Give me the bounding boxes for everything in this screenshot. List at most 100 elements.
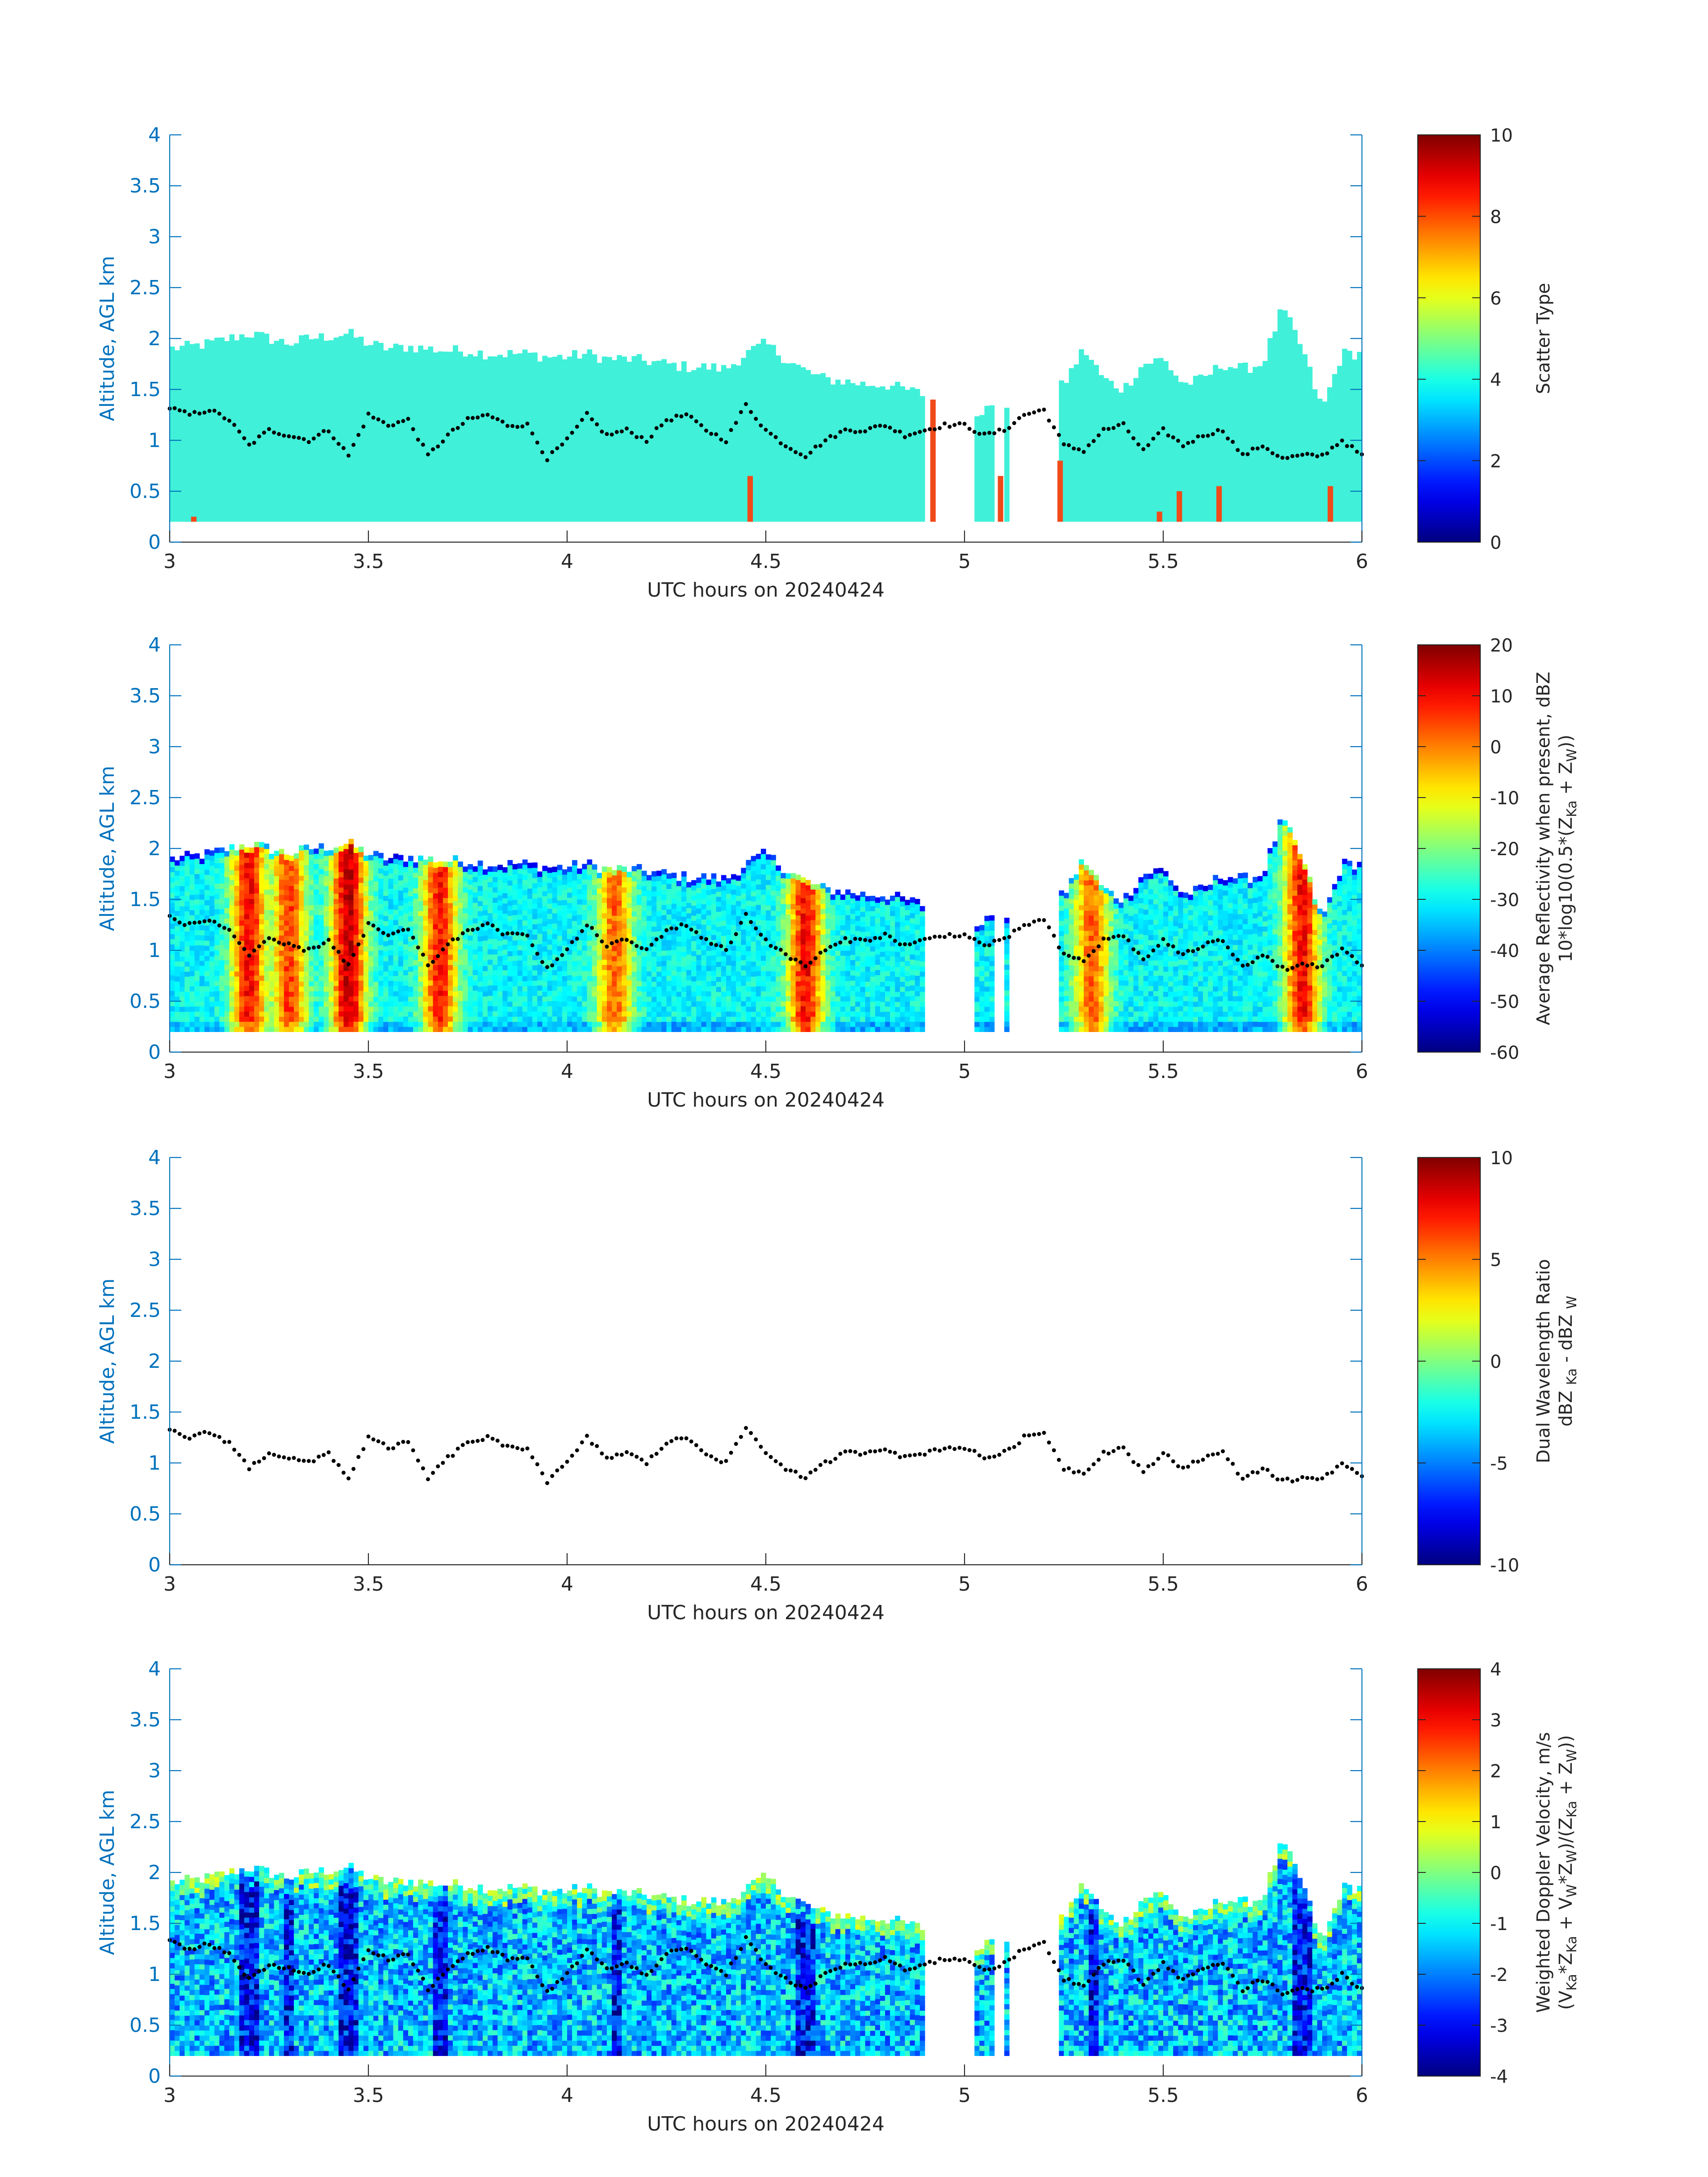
reflectivity-cell <box>776 1011 781 1017</box>
reflectivity-cell <box>776 921 781 927</box>
reflectivity-cell <box>507 925 513 931</box>
reflectivity-cell <box>587 1011 593 1017</box>
reflectivity-cell <box>175 880 180 886</box>
reflectivity-cell <box>552 918 558 924</box>
reflectivity-cell <box>403 913 409 919</box>
reflectivity-cell <box>766 950 771 956</box>
reflectivity-cell <box>751 1016 756 1022</box>
reflectivity-cell <box>601 949 607 955</box>
reflectivity-cell <box>269 869 275 875</box>
data-point <box>262 430 266 435</box>
reflectivity-cell <box>329 1021 334 1027</box>
reflectivity-cell <box>194 955 200 961</box>
data-point <box>555 446 560 451</box>
reflectivity-cell <box>438 907 443 914</box>
reflectivity-cell <box>338 965 344 970</box>
reflectivity-cell <box>358 990 364 996</box>
reflectivity-cell <box>348 920 354 926</box>
reflectivity-cell <box>800 903 806 909</box>
reflectivity-cell <box>175 1027 180 1032</box>
reflectivity-cell <box>373 876 379 882</box>
reflectivity-cell <box>806 930 811 936</box>
reflectivity-cell <box>671 1026 677 1032</box>
reflectivity-cell <box>318 894 324 900</box>
reflectivity-cell <box>676 941 682 947</box>
reflectivity-cell <box>259 914 264 919</box>
reflectivity-cell <box>806 885 811 890</box>
reflectivity-cell <box>209 1021 215 1027</box>
reflectivity-cell <box>209 860 215 866</box>
reflectivity-cell <box>488 1000 493 1007</box>
reflectivity-cell <box>781 934 786 940</box>
reflectivity-cell <box>184 1021 190 1027</box>
reflectivity-cell <box>443 959 448 965</box>
data-point <box>833 435 838 439</box>
reflectivity-cell <box>234 855 240 861</box>
reflectivity-cell <box>572 1011 577 1017</box>
reflectivity-cell <box>458 975 463 981</box>
reflectivity-cell <box>358 975 364 981</box>
reflectivity-cell <box>279 976 284 982</box>
reflectivity-cell <box>731 935 736 941</box>
reflectivity-cell <box>199 996 205 1002</box>
reflectivity-cell <box>522 956 528 961</box>
reflectivity-cell <box>482 965 488 971</box>
reflectivity-cell <box>423 925 429 931</box>
reflectivity-cell <box>189 925 195 931</box>
reflectivity-cell <box>463 959 468 965</box>
reflectivity-cell <box>522 1006 528 1012</box>
reflectivity-cell <box>289 986 294 992</box>
reflectivity-cell <box>686 897 692 903</box>
reflectivity-cell <box>631 1011 637 1017</box>
reflectivity-cell <box>820 944 826 950</box>
reflectivity-cell <box>776 996 781 1002</box>
reflectivity-cell <box>289 936 294 942</box>
reflectivity-cell <box>209 895 215 901</box>
reflectivity-cell <box>622 939 627 944</box>
reflectivity-cell <box>204 996 210 1002</box>
reflectivity-cell <box>348 976 354 982</box>
reflectivity-cell <box>726 950 731 956</box>
reflectivity-cell <box>810 976 816 982</box>
reflectivity-cell <box>830 1027 836 1032</box>
reflectivity-cell <box>577 935 582 940</box>
reflectivity-cell <box>488 969 493 975</box>
reflectivity-cell <box>502 985 508 991</box>
reflectivity-cell <box>189 976 195 982</box>
reflectivity-cell <box>507 890 513 896</box>
reflectivity-cell <box>229 1006 235 1012</box>
scatter-column <box>641 360 647 522</box>
reflectivity-cell <box>527 903 533 909</box>
reflectivity-cell <box>219 873 225 879</box>
reflectivity-cell <box>304 976 309 982</box>
reflectivity-cell <box>497 936 503 941</box>
reflectivity-cell <box>701 1006 707 1012</box>
reflectivity-cell <box>189 899 195 905</box>
reflectivity-cell <box>234 850 240 856</box>
reflectivity-cell <box>199 884 205 890</box>
reflectivity-cell <box>184 891 190 897</box>
reflectivity-cell <box>433 985 438 991</box>
reflectivity-cell <box>572 1006 577 1012</box>
reflectivity-cell <box>463 1011 468 1017</box>
scatter-column <box>721 365 727 522</box>
reflectivity-cell <box>249 950 255 956</box>
reflectivity-cell <box>224 861 230 867</box>
reflectivity-cell <box>820 924 826 930</box>
reflectivity-cell <box>477 906 483 911</box>
reflectivity-cell <box>795 965 801 971</box>
reflectivity-cell <box>313 925 319 931</box>
reflectivity-cell <box>736 915 741 921</box>
reflectivity-cell <box>547 893 553 899</box>
reflectivity-cell <box>482 869 488 875</box>
reflectivity-cell <box>194 981 200 986</box>
reflectivity-cell <box>378 914 384 920</box>
reflectivity-cell <box>383 971 389 977</box>
reflectivity-cell <box>800 923 806 929</box>
reflectivity-cell <box>825 969 831 975</box>
reflectivity-cell <box>636 869 642 875</box>
reflectivity-cell <box>622 872 627 877</box>
reflectivity-cell <box>418 1011 423 1017</box>
reflectivity-cell <box>547 1001 553 1007</box>
reflectivity-cell <box>388 1001 394 1007</box>
